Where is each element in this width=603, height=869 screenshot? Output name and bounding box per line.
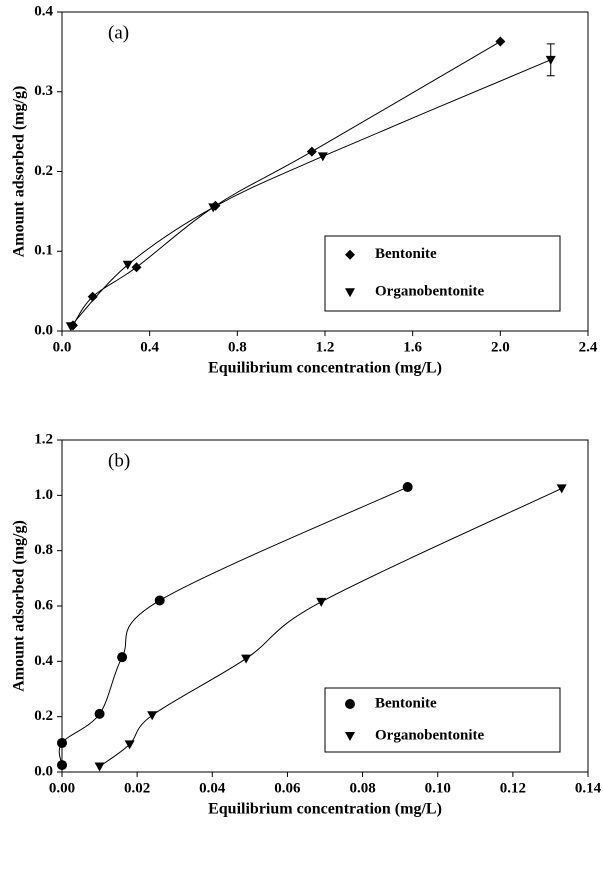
y-tick-label: 0.4: [34, 3, 53, 19]
x-axis-title: Equilibrium concentration (mg/L): [208, 801, 442, 818]
marker: [345, 249, 355, 260]
y-tick-label: 0.6: [34, 597, 53, 613]
marker: [147, 711, 158, 721]
y-tick-label: 0.0: [34, 322, 53, 338]
y-tick-label: 1.0: [34, 487, 53, 503]
x-tick-label: 1.6: [403, 339, 422, 355]
marker: [122, 260, 133, 270]
x-tick-label: 0.12: [500, 780, 526, 796]
marker: [495, 36, 506, 47]
marker: [208, 203, 219, 213]
y-tick-label: 0.2: [34, 708, 53, 724]
y-axis-title: Amount adsorbed (mg/g): [11, 520, 28, 692]
error-bar: [546, 43, 555, 77]
marker: [131, 262, 142, 273]
legend-box: [324, 235, 561, 312]
x-tick-label: 0.08: [349, 780, 375, 796]
marker: [87, 291, 98, 302]
legend-label: Bentonite: [375, 246, 437, 262]
marker: [306, 146, 317, 157]
x-tick-label: 0.04: [199, 780, 226, 796]
marker: [65, 322, 76, 332]
x-tick-label: 0.02: [124, 780, 150, 796]
marker: [345, 732, 355, 741]
y-axis-title: Amount adsorbed (mg/g): [11, 86, 28, 258]
fit-curve: [70, 59, 551, 327]
x-axis-title: Equilibrium concentration (mg/L): [208, 360, 442, 377]
marker: [317, 152, 328, 162]
y-tick-label: 0.4: [34, 653, 53, 669]
marker: [94, 708, 105, 719]
marker: [241, 654, 252, 664]
y-tick-label: 0.3: [34, 83, 53, 99]
legend-box: [324, 687, 561, 753]
marker: [57, 737, 67, 748]
marker: [402, 482, 413, 493]
x-tick-label: 0.10: [425, 780, 451, 796]
marker: [345, 288, 355, 298]
y-tick-label: 1.2: [34, 431, 53, 447]
marker: [316, 597, 327, 607]
x-tick-label: 1.2: [316, 339, 335, 355]
y-tick-label: 0.2: [34, 163, 53, 179]
y-tick-label: 0.8: [34, 542, 53, 558]
y-tick-label: 0.1: [34, 243, 53, 259]
x-tick-label: 0.8: [228, 339, 247, 355]
x-tick-label: 0.00: [49, 780, 75, 796]
panel-label: (b): [108, 450, 130, 471]
legend-label: Bentonite: [375, 695, 437, 711]
marker: [154, 595, 165, 606]
x-tick-label: 0.14: [575, 780, 602, 796]
legend-label: Organobentonite: [375, 727, 485, 743]
marker: [124, 740, 135, 750]
x-tick-label: 0.06: [274, 780, 301, 796]
y-tick-label: 0.0: [34, 763, 53, 779]
x-tick-label: 2.0: [491, 339, 510, 355]
x-tick-label: 0.0: [53, 339, 72, 355]
x-tick-label: 2.4: [579, 339, 598, 355]
legend-label: Organobentonite: [375, 284, 485, 300]
marker: [117, 652, 128, 663]
panel-label: (a): [108, 22, 129, 43]
marker: [57, 760, 67, 771]
x-tick-label: 0.4: [140, 339, 159, 355]
marker: [345, 699, 355, 709]
marker: [556, 484, 567, 494]
marker: [94, 762, 105, 772]
